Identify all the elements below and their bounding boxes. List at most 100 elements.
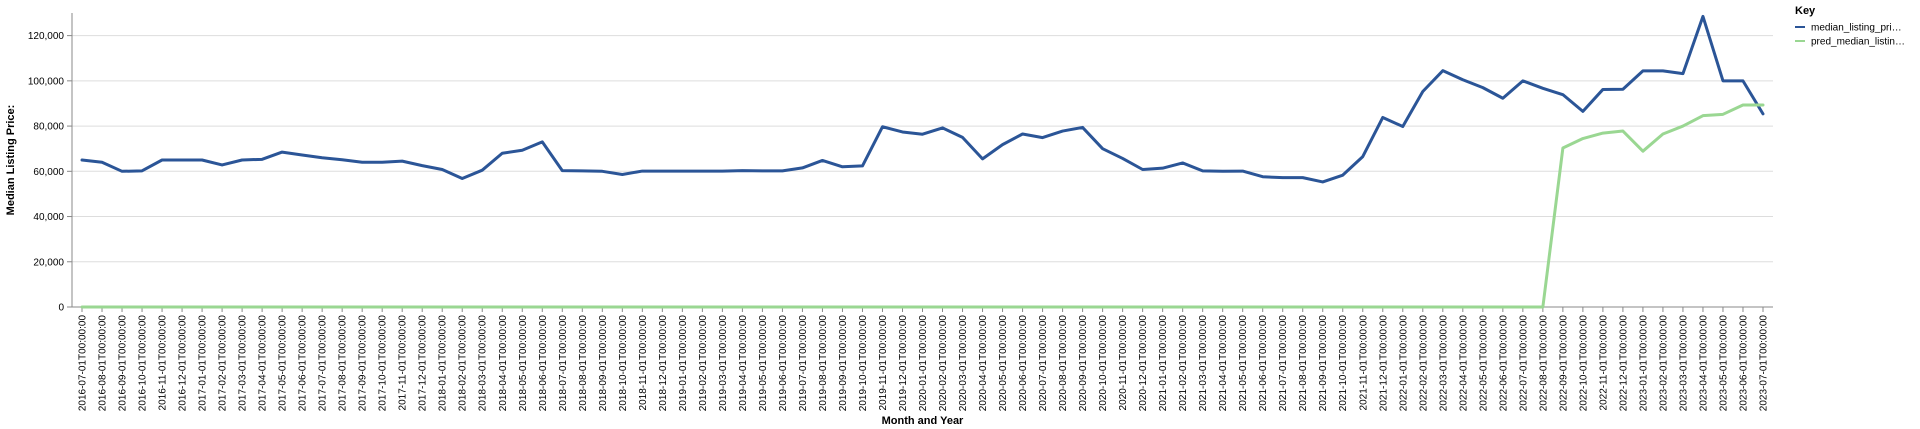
x-tick-label: 2022-05-01T00:00:00 — [1478, 315, 1489, 412]
axes — [71, 13, 1773, 308]
x-tick-label: 2018-09-01T00:00:00 — [598, 315, 609, 412]
x-tick-label: 2019-07-01T00:00:00 — [798, 315, 809, 412]
series-line-2 — [80, 103, 1765, 309]
x-tick-label: 2016-09-01T00:00:00 — [118, 315, 129, 412]
x-tick-label: 2018-04-01T00:00:00 — [498, 315, 509, 412]
x-tick-label: 2016-12-01T00:00:00 — [178, 315, 189, 412]
x-axis-title: Month and Year — [882, 415, 964, 427]
x-tick-label: 2022-07-01T00:00:00 — [1518, 315, 1529, 412]
x-tick-label: 2018-02-01T00:00:00 — [458, 315, 469, 412]
x-tick-label: 2021-03-01T00:00:00 — [1198, 315, 1209, 412]
x-tick-label: 2017-03-01T00:00:00 — [238, 315, 249, 412]
x-tick-label: 2018-07-01T00:00:00 — [558, 315, 569, 412]
legend-item: pred_median_listin… — [1795, 37, 1905, 48]
y-tick-label: 120,000 — [28, 31, 65, 42]
x-tick-label: 2016-08-01T00:00:00 — [98, 315, 109, 412]
x-tick-label: 2018-10-01T00:00:00 — [618, 315, 629, 412]
x-tick-label: 2020-12-01T00:00:00 — [1138, 315, 1149, 412]
x-tick-label: 2020-11-01T00:00:00 — [1118, 315, 1129, 411]
series-lines — [80, 14, 1765, 309]
x-tick-label: 2018-05-01T00:00:00 — [518, 315, 529, 412]
legend-title: Key — [1795, 5, 1816, 17]
x-tick-label: 2021-09-01T00:00:00 — [1318, 315, 1329, 412]
x-tick-label: 2021-11-01T00:00:00 — [1358, 315, 1369, 411]
x-tick-label: 2022-08-01T00:00:00 — [1538, 315, 1549, 412]
y-tick-label: 20,000 — [33, 257, 64, 268]
x-tick-label: 2022-06-01T00:00:00 — [1498, 315, 1509, 412]
x-tick-label: 2021-04-01T00:00:00 — [1218, 315, 1229, 412]
x-tick-label: 2017-08-01T00:00:00 — [338, 315, 349, 412]
x-axis-ticks: 2016-07-01T00:00:00 2016-08-01T00:00:00 20… — [78, 307, 1769, 412]
x-tick-label: 2018-06-01T00:00:00 — [538, 315, 549, 412]
x-tick-label: 2021-02-01T00:00:00 — [1178, 315, 1189, 412]
x-tick-label: 2018-11-01T00:00:00 — [638, 315, 649, 411]
x-tick-label: 2020-05-01T00:00:00 — [998, 315, 1009, 412]
x-tick-label: 2023-04-01T00:00:00 — [1698, 315, 1709, 412]
x-tick-label: 2019-04-01T00:00:00 — [738, 315, 749, 412]
x-tick-label: 2021-05-01T00:00:00 — [1238, 315, 1249, 412]
x-tick-label: 2017-05-01T00:00:00 — [278, 315, 289, 412]
x-tick-label: 2019-10-01T00:00:00 — [858, 315, 869, 412]
legend: Key median_listing_pri… pred_median_listi… — [1795, 5, 1905, 48]
legend-label: median_listing_pri… — [1811, 23, 1902, 34]
x-tick-label: 2017-07-01T00:00:00 — [318, 315, 329, 412]
x-tick-label: 2020-10-01T00:00:00 — [1098, 315, 1109, 412]
x-tick-label: 2022-03-01T00:00:00 — [1438, 315, 1449, 412]
series-line-1 — [80, 14, 1765, 184]
x-tick-label: 2021-06-01T00:00:00 — [1258, 315, 1269, 412]
x-tick-label: 2017-04-01T00:00:00 — [258, 315, 269, 412]
x-tick-label: 2022-04-01T00:00:00 — [1458, 315, 1469, 412]
x-tick-label: 2022-10-01T00:00:00 — [1578, 315, 1589, 412]
x-tick-label: 2019-08-01T00:00:00 — [818, 315, 829, 412]
x-tick-label: 2021-01-01T00:00:00 — [1158, 315, 1169, 412]
x-tick-label: 2017-09-01T00:00:00 — [358, 315, 369, 412]
x-tick-label: 2022-01-01T00:00:00 — [1398, 315, 1409, 412]
x-tick-label: 2016-11-01T00:00:00 — [158, 315, 169, 411]
x-tick-label: 2023-02-01T00:00:00 — [1658, 315, 1669, 412]
x-tick-label: 2020-07-01T00:00:00 — [1038, 315, 1049, 412]
y-tick-label: 100,000 — [28, 76, 65, 87]
x-tick-label: 2017-11-01T00:00:00 — [398, 315, 409, 411]
x-tick-label: 2017-01-01T00:00:00 — [198, 315, 209, 412]
x-tick-label: 2019-12-01T00:00:00 — [898, 315, 909, 412]
legend-items: median_listing_pri… pred_median_listin… — [1795, 23, 1905, 48]
x-tick-label: 2019-03-01T00:00:00 — [718, 315, 729, 412]
grid-lines — [72, 35, 1773, 308]
x-tick-label: 2023-03-01T00:00:00 — [1678, 315, 1689, 412]
x-tick-label: 2018-08-01T00:00:00 — [578, 315, 589, 412]
x-tick-label: 2018-12-01T00:00:00 — [658, 315, 669, 412]
x-tick-label: 2023-05-01T00:00:00 — [1718, 315, 1729, 412]
x-tick-label: 2019-05-01T00:00:00 — [758, 315, 769, 412]
x-tick-label: 2020-06-01T00:00:00 — [1018, 315, 1029, 412]
x-tick-label: 2022-09-01T00:00:00 — [1558, 315, 1569, 412]
x-tick-label: 2017-12-01T00:00:00 — [418, 315, 429, 412]
legend-item: median_listing_pri… — [1795, 23, 1902, 34]
x-tick-label: 2019-09-01T00:00:00 — [838, 315, 849, 412]
y-tick-label: 0 — [58, 303, 64, 314]
x-tick-label: 2023-06-01T00:00:00 — [1738, 315, 1749, 412]
x-tick-label: 2022-12-01T00:00:00 — [1618, 315, 1629, 412]
x-tick-label: 2022-02-01T00:00:00 — [1418, 315, 1429, 412]
x-tick-label: 2022-11-01T00:00:00 — [1598, 315, 1609, 411]
x-tick-label: 2021-08-01T00:00:00 — [1298, 315, 1309, 412]
y-tick-label: 80,000 — [33, 122, 64, 133]
x-tick-label: 2023-01-01T00:00:00 — [1638, 315, 1649, 412]
x-tick-label: 2017-10-01T00:00:00 — [378, 315, 389, 412]
x-tick-label: 2020-02-01T00:00:00 — [938, 315, 949, 412]
x-tick-label: 2017-02-01T00:00:00 — [218, 315, 229, 412]
x-tick-label: 2016-07-01T00:00:00 — [78, 315, 89, 412]
x-tick-label: 2020-09-01T00:00:00 — [1078, 315, 1089, 412]
y-axis-title: Median Listing Price: — [5, 105, 17, 216]
x-tick-label: 2018-03-01T00:00:00 — [478, 315, 489, 412]
y-axis-ticks: 0 20,000 40,000 60,000 80,000 100,000 120,000 — [28, 31, 72, 314]
x-tick-label: 2019-11-01T00:00:00 — [878, 315, 889, 411]
x-tick-label: 2021-10-01T00:00:00 — [1338, 315, 1349, 412]
x-tick-label: 2016-10-01T00:00:00 — [138, 315, 149, 412]
legend-label: pred_median_listin… — [1811, 37, 1905, 48]
x-tick-label: 2020-04-01T00:00:00 — [978, 315, 989, 412]
x-tick-label: 2019-01-01T00:00:00 — [678, 315, 689, 412]
x-tick-label: 2019-06-01T00:00:00 — [778, 315, 789, 412]
y-tick-label: 60,000 — [33, 167, 64, 178]
x-tick-label: 2023-07-01T00:00:00 — [1758, 315, 1769, 412]
